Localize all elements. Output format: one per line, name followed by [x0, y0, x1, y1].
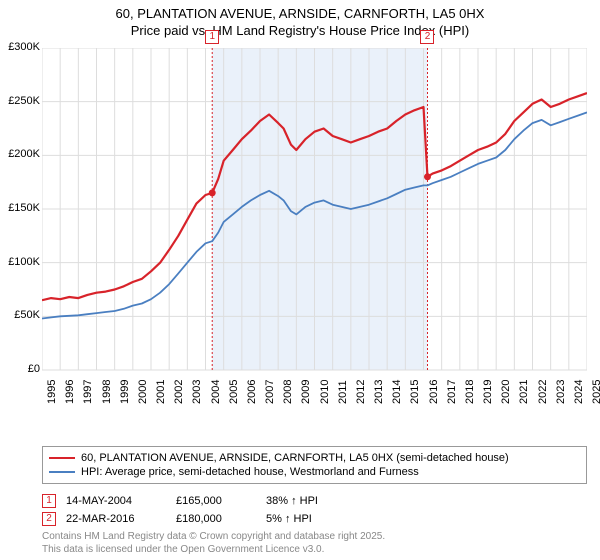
x-axis-label: 2024 — [573, 380, 585, 404]
x-axis-label: 2017 — [446, 380, 458, 404]
y-axis-label: £50K — [4, 309, 40, 321]
marker-date: 14-MAY-2004 — [66, 495, 166, 507]
chart-area — [42, 48, 587, 410]
y-axis-label: £150K — [4, 202, 40, 214]
chart-container: 60, PLANTATION AVENUE, ARNSIDE, CARNFORT… — [0, 0, 600, 560]
x-axis-label: 2020 — [500, 380, 512, 404]
x-axis-label: 2006 — [246, 380, 258, 404]
legend-label-price-paid: 60, PLANTATION AVENUE, ARNSIDE, CARNFORT… — [81, 452, 509, 464]
y-axis-label: £0 — [4, 363, 40, 375]
marker-price: £180,000 — [176, 513, 256, 525]
title-line1: 60, PLANTATION AVENUE, ARNSIDE, CARNFORT… — [0, 6, 600, 21]
x-axis-label: 1996 — [64, 380, 76, 404]
marker-delta: 38% ↑ HPI — [266, 495, 346, 507]
x-axis-label: 1998 — [101, 380, 113, 404]
marker-badge-2: 2 — [420, 30, 434, 44]
x-axis-label: 2001 — [155, 380, 167, 404]
x-axis-label: 2016 — [428, 380, 440, 404]
marker-data-row: 1 14-MAY-2004 £165,000 38% ↑ HPI — [42, 492, 587, 510]
y-axis-label: £200K — [4, 148, 40, 160]
x-axis-label: 1999 — [119, 380, 131, 404]
footer-line1: Contains HM Land Registry data © Crown c… — [42, 530, 385, 543]
x-axis-label: 2022 — [537, 380, 549, 404]
title-block: 60, PLANTATION AVENUE, ARNSIDE, CARNFORT… — [0, 0, 600, 40]
x-axis-label: 1995 — [46, 380, 58, 404]
x-axis-label: 2010 — [319, 380, 331, 404]
marker-data-row: 2 22-MAR-2016 £180,000 5% ↑ HPI — [42, 510, 587, 528]
x-axis-label: 2000 — [137, 380, 149, 404]
chart-svg — [42, 48, 587, 410]
marker-data-rows: 1 14-MAY-2004 £165,000 38% ↑ HPI 2 22-MAR-201… — [42, 492, 587, 528]
marker-price: £165,000 — [176, 495, 256, 507]
legend-swatch-price-paid — [49, 457, 75, 459]
x-axis-label: 2025 — [591, 380, 600, 404]
legend-row-series2: HPI: Average price, semi-detached house,… — [49, 465, 580, 479]
marker-delta: 5% ↑ HPI — [266, 513, 346, 525]
x-axis-label: 2005 — [228, 380, 240, 404]
x-axis-label: 2013 — [373, 380, 385, 404]
x-axis-label: 2021 — [518, 380, 530, 404]
legend-block: 60, PLANTATION AVENUE, ARNSIDE, CARNFORT… — [42, 446, 587, 528]
x-axis-label: 2004 — [210, 380, 222, 404]
x-axis-label: 2007 — [264, 380, 276, 404]
legend-row-series1: 60, PLANTATION AVENUE, ARNSIDE, CARNFORT… — [49, 451, 580, 465]
x-axis-label: 2019 — [482, 380, 494, 404]
x-axis-label: 2009 — [300, 380, 312, 404]
footer-line2: This data is licensed under the Open Gov… — [42, 543, 385, 556]
x-axis-label: 2015 — [409, 380, 421, 404]
y-axis-label: £250K — [4, 95, 40, 107]
marker-date: 22-MAR-2016 — [66, 513, 166, 525]
legend-label-hpi: HPI: Average price, semi-detached house,… — [81, 466, 419, 478]
x-axis-label: 2012 — [355, 380, 367, 404]
y-axis-label: £300K — [4, 41, 40, 53]
legend-swatch-hpi — [49, 471, 75, 473]
x-axis-label: 2014 — [391, 380, 403, 404]
y-axis-label: £100K — [4, 256, 40, 268]
x-axis-label: 2011 — [337, 380, 349, 404]
marker-id-badge: 2 — [42, 512, 56, 526]
x-axis-label: 2018 — [464, 380, 476, 404]
x-axis-label: 1997 — [82, 380, 94, 404]
marker-badge-1: 1 — [205, 30, 219, 44]
footer: Contains HM Land Registry data © Crown c… — [42, 530, 385, 556]
x-axis-label: 2008 — [282, 380, 294, 404]
title-line2: Price paid vs. HM Land Registry's House … — [0, 23, 600, 38]
x-axis-label: 2003 — [191, 380, 203, 404]
marker-id-badge: 1 — [42, 494, 56, 508]
x-axis-label: 2023 — [555, 380, 567, 404]
x-axis-label: 2002 — [173, 380, 185, 404]
legend-box: 60, PLANTATION AVENUE, ARNSIDE, CARNFORT… — [42, 446, 587, 484]
